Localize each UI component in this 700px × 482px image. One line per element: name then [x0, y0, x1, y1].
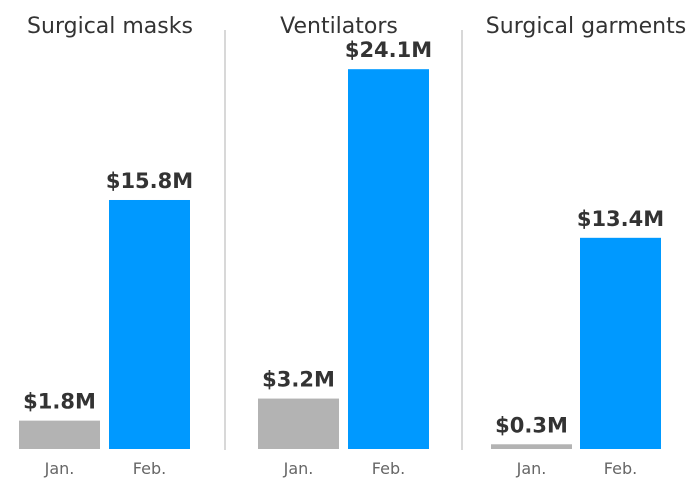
panel-3: Surgical garments $0.3M Jan. $13.4M Feb. [486, 14, 686, 478]
bar-feb [109, 199, 190, 449]
panel-2: Ventilators $3.2M Jan. $24.1M Feb. [258, 14, 432, 478]
tick-label: Jan. [44, 459, 75, 478]
tick-label: Jan. [283, 459, 314, 478]
bar-jan [491, 444, 572, 449]
tick-label: Jan. [516, 459, 547, 478]
panel-title: Surgical garments [486, 14, 686, 39]
bar-feb [580, 237, 661, 449]
data-label: $1.8M [23, 390, 96, 414]
bar-jan [19, 420, 100, 449]
data-label: $13.4M [577, 207, 664, 231]
panel-1: Surgical masks $1.8M Jan. $15.8M Feb. [19, 14, 193, 478]
data-label: $24.1M [345, 38, 432, 62]
tick-label: Feb. [133, 459, 166, 478]
data-label: $15.8M [106, 169, 193, 193]
tick-label: Feb. [372, 459, 405, 478]
panel-title: Surgical masks [27, 14, 193, 39]
panel-title: Ventilators [280, 14, 398, 39]
bar-feb [348, 69, 429, 450]
bar-jan [258, 398, 339, 449]
tick-label: Feb. [604, 459, 637, 478]
data-label: $0.3M [495, 413, 568, 437]
data-label: $3.2M [262, 368, 335, 392]
